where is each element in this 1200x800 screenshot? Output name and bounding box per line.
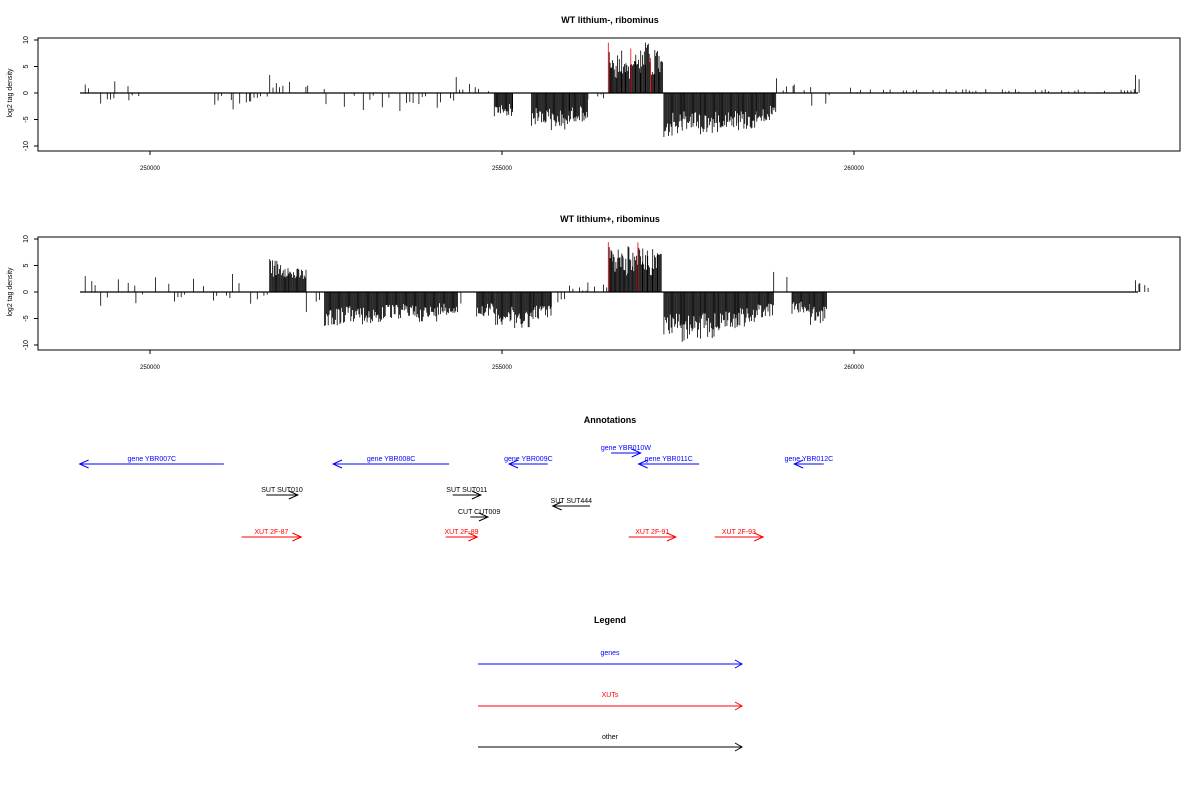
feature-cut-cut009: CUT CUT009 bbox=[458, 509, 500, 522]
feature-label: CUT CUT009 bbox=[458, 509, 500, 516]
x-axis: 250000 255000 260000 bbox=[140, 350, 865, 371]
track-panel-lithium-minus: WT lithium-, ribominus log2 tag density … bbox=[7, 15, 1181, 172]
feature-label: gene YBR011C bbox=[645, 456, 693, 463]
arrow-head-icon bbox=[331, 459, 343, 469]
arrow-head-icon bbox=[753, 532, 765, 542]
feature-xut-2f-93: XUT 2F-93 bbox=[714, 529, 765, 542]
feature-gene-ybr009c: gene YBR009C bbox=[504, 456, 553, 469]
signal-bars bbox=[84, 242, 1149, 342]
panel-title: WT lithium-, ribominus bbox=[561, 15, 659, 25]
feature-label: gene YBR008C bbox=[367, 456, 416, 463]
feature-label: XUT 2F-93 bbox=[722, 529, 756, 536]
arrow-head-icon bbox=[292, 532, 303, 542]
x-tick-label: 250000 bbox=[140, 166, 161, 172]
legend-label: other bbox=[602, 734, 619, 741]
y-tick-label: 0 bbox=[23, 91, 30, 95]
track-panel-lithium-plus: WT lithium+, ribominus log2 tag density … bbox=[7, 214, 1181, 371]
feature-layer: gene YBR007C gene YBR008C gene YBR009C gene… bbox=[78, 445, 834, 542]
signal-bars bbox=[84, 42, 1140, 137]
feature-xut-2f-91: XUT 2F-91 bbox=[628, 529, 678, 542]
arrow-head-icon bbox=[631, 448, 642, 458]
arrow-head-icon bbox=[471, 490, 483, 500]
arrow-head-icon bbox=[478, 512, 490, 522]
feature-sut-sut444: SUT SUT444 bbox=[551, 498, 593, 511]
y-axis-label: log2 tag density bbox=[7, 68, 14, 118]
legend-label: genes bbox=[600, 650, 620, 657]
legend-title: Legend bbox=[594, 615, 626, 625]
arrow-head-icon bbox=[666, 532, 678, 542]
arrow-head-icon bbox=[792, 459, 804, 469]
legend-item-other: other bbox=[478, 734, 744, 752]
feature-label: SUT SUT010 bbox=[261, 487, 303, 494]
feature-sut-sut011: SUT SUT011 bbox=[446, 487, 487, 500]
y-tick-label: 10 bbox=[23, 36, 30, 44]
legend-panel: Legend genes XUTs other bbox=[478, 615, 744, 752]
legend-item-genes: genes bbox=[478, 650, 744, 669]
feature-gene-ybr011c: gene YBR011C bbox=[637, 456, 700, 469]
arrow-head-icon bbox=[288, 490, 300, 500]
y-tick-label: 0 bbox=[23, 290, 30, 294]
y-tick-label: 10 bbox=[23, 235, 30, 243]
feature-label: XUT 2F-91 bbox=[635, 529, 669, 536]
y-tick-label: -5 bbox=[23, 315, 30, 321]
annotations-title: Annotations bbox=[584, 415, 637, 425]
y-tick-label: 5 bbox=[23, 263, 30, 267]
arrow-head-icon bbox=[78, 459, 89, 469]
x-tick-label: 260000 bbox=[844, 365, 865, 371]
feature-gene-ybr008c: gene YBR008C bbox=[331, 456, 450, 469]
x-tick-label: 260000 bbox=[844, 166, 865, 172]
feature-label: XUT 2F-89 bbox=[444, 529, 478, 536]
arrow-head-icon bbox=[734, 659, 744, 669]
y-axis: 10 5 0 -5 -10 bbox=[23, 235, 38, 350]
feature-label: SUT SUT011 bbox=[446, 487, 487, 494]
panel-title: WT lithium+, ribominus bbox=[560, 214, 660, 224]
feature-gene-ybr012c: gene YBR012C bbox=[785, 456, 834, 469]
feature-label: XUT 2F-87 bbox=[254, 529, 288, 536]
y-axis-label: log2 tag density bbox=[7, 267, 14, 317]
feature-label: gene YBR012C bbox=[785, 456, 834, 463]
y-tick-label: 5 bbox=[23, 64, 30, 68]
arrow-head-icon bbox=[468, 532, 479, 542]
feature-label: SUT SUT444 bbox=[551, 498, 593, 505]
y-tick-label: -5 bbox=[23, 116, 30, 122]
x-tick-label: 255000 bbox=[492, 166, 513, 172]
arrow-head-icon bbox=[507, 459, 519, 469]
feature-sut-sut010: SUT SUT010 bbox=[261, 487, 303, 500]
feature-gene-ybr010w: gene YBR010W bbox=[601, 445, 651, 458]
x-tick-label: 255000 bbox=[492, 365, 513, 371]
plot-frame bbox=[37, 236, 1181, 351]
arrow-head-icon bbox=[551, 501, 562, 511]
legend-label: XUTs bbox=[602, 692, 619, 699]
feature-label: gene YBR007C bbox=[128, 456, 177, 463]
y-tick-label: -10 bbox=[23, 141, 30, 151]
feature-xut-2f-87: XUT 2F-87 bbox=[241, 529, 303, 542]
feature-xut-2f-89: XUT 2F-89 bbox=[444, 529, 479, 542]
feature-label: gene YBR009C bbox=[504, 456, 553, 463]
arrow-head-icon bbox=[637, 459, 648, 469]
annotations-panel: Annotations gene YBR007C gene YBR008C gene… bbox=[78, 415, 834, 542]
arrow-head-icon bbox=[734, 742, 744, 752]
y-axis: 10 5 0 -5 -10 bbox=[23, 36, 38, 151]
arrow-head-icon bbox=[734, 701, 744, 711]
x-axis: 250000 255000 260000 bbox=[140, 151, 865, 172]
x-tick-label: 250000 bbox=[140, 365, 161, 371]
plot-frame bbox=[37, 37, 1181, 152]
y-tick-label: -10 bbox=[23, 340, 30, 350]
feature-gene-ybr007c: gene YBR007C bbox=[78, 456, 224, 469]
legend-item-xuts: XUTs bbox=[478, 692, 744, 711]
feature-label: gene YBR010W bbox=[601, 445, 651, 452]
